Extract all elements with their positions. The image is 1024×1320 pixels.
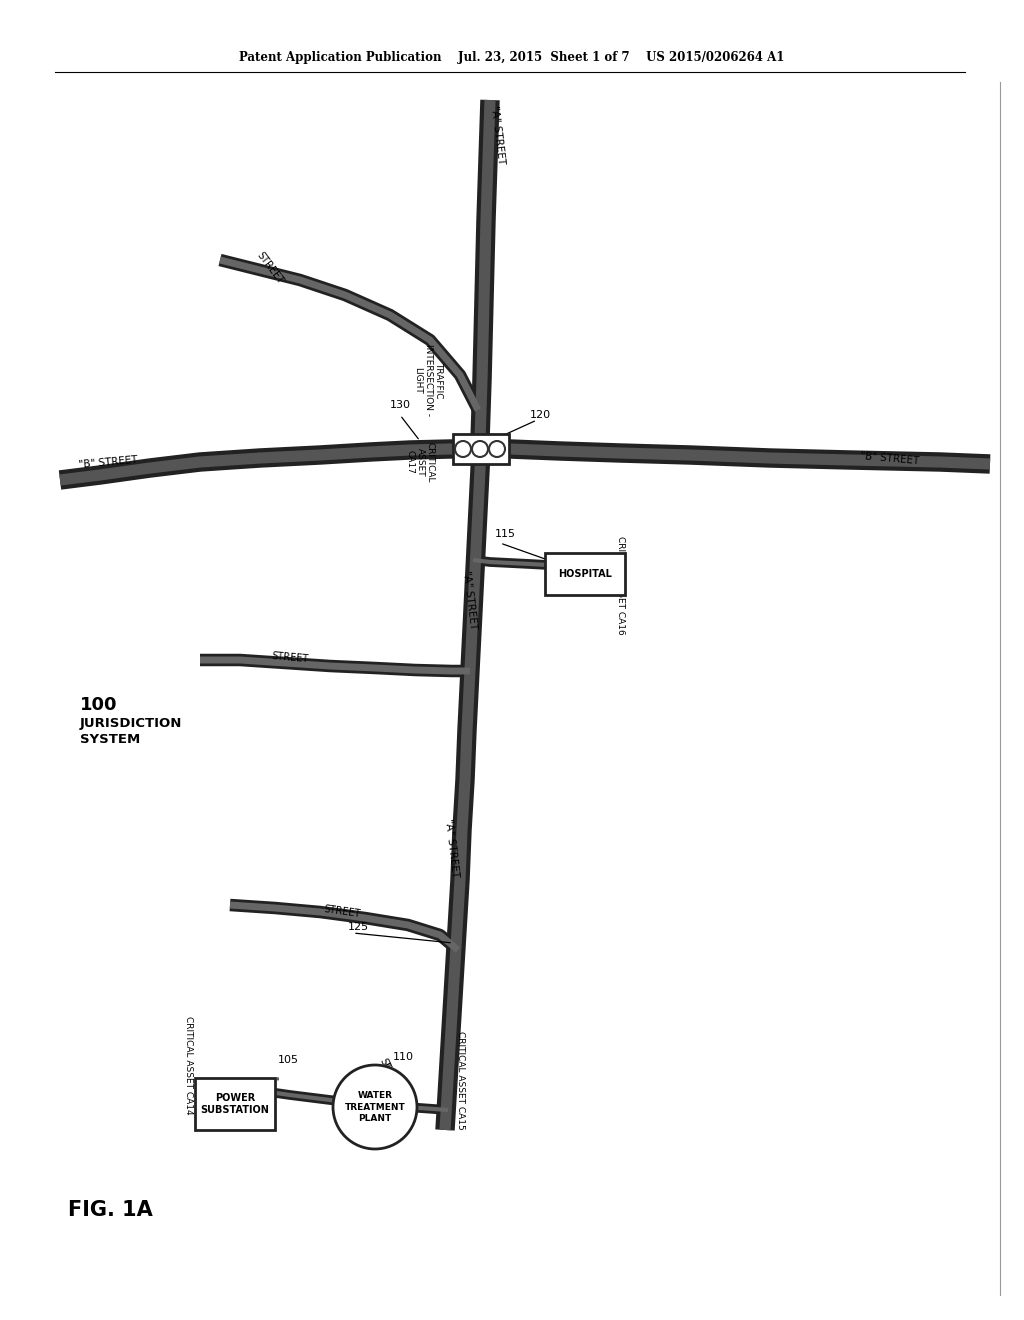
Text: FIG. 1A: FIG. 1A — [68, 1200, 153, 1220]
Text: 105: 105 — [278, 1055, 299, 1065]
Text: 120: 120 — [530, 411, 551, 420]
Text: TRAFFIC
INTERSECTION -
LIGHT: TRAFFIC INTERSECTION - LIGHT — [413, 345, 443, 416]
Circle shape — [455, 441, 471, 457]
Text: CRITICAL
ASSET
CA17: CRITICAL ASSET CA17 — [406, 442, 435, 482]
Text: STREET: STREET — [255, 251, 285, 286]
Bar — [453, 434, 509, 465]
Text: 125: 125 — [348, 921, 369, 932]
Text: Patent Application Publication    Jul. 23, 2015  Sheet 1 of 7    US 2015/0206264: Patent Application Publication Jul. 23, … — [240, 51, 784, 65]
Text: 130: 130 — [390, 400, 411, 411]
Text: 100: 100 — [80, 696, 118, 714]
Text: HOSPITAL: HOSPITAL — [558, 569, 612, 579]
Text: "A" STREET: "A" STREET — [443, 818, 461, 878]
Text: CRITICAL ASSET CA14: CRITICAL ASSET CA14 — [183, 1015, 193, 1114]
Text: "A" STREET: "A" STREET — [462, 570, 478, 630]
Text: "A" STREET: "A" STREET — [489, 106, 507, 165]
Text: JURISDICTION
SYSTEM: JURISDICTION SYSTEM — [80, 717, 182, 746]
Text: 110: 110 — [393, 1052, 414, 1063]
Circle shape — [333, 1065, 417, 1148]
Text: "B" STREET: "B" STREET — [78, 454, 138, 470]
Text: CRITICAL ASSET CA16: CRITICAL ASSET CA16 — [615, 536, 625, 635]
Text: POWER
SUBSTATION: POWER SUBSTATION — [201, 1093, 269, 1115]
Text: STREET: STREET — [378, 1056, 402, 1094]
Circle shape — [489, 441, 505, 457]
Bar — [195, 1078, 275, 1130]
Bar — [545, 553, 625, 595]
Text: 115: 115 — [495, 529, 516, 539]
Text: WATER
TREATMENT
PLANT: WATER TREATMENT PLANT — [345, 1092, 406, 1122]
Text: STREET: STREET — [271, 651, 309, 664]
Text: "B" STREET: "B" STREET — [860, 451, 920, 466]
Text: CRITICAL ASSET CA15: CRITICAL ASSET CA15 — [456, 1031, 465, 1130]
Circle shape — [472, 441, 488, 457]
Text: STREET: STREET — [323, 904, 361, 920]
